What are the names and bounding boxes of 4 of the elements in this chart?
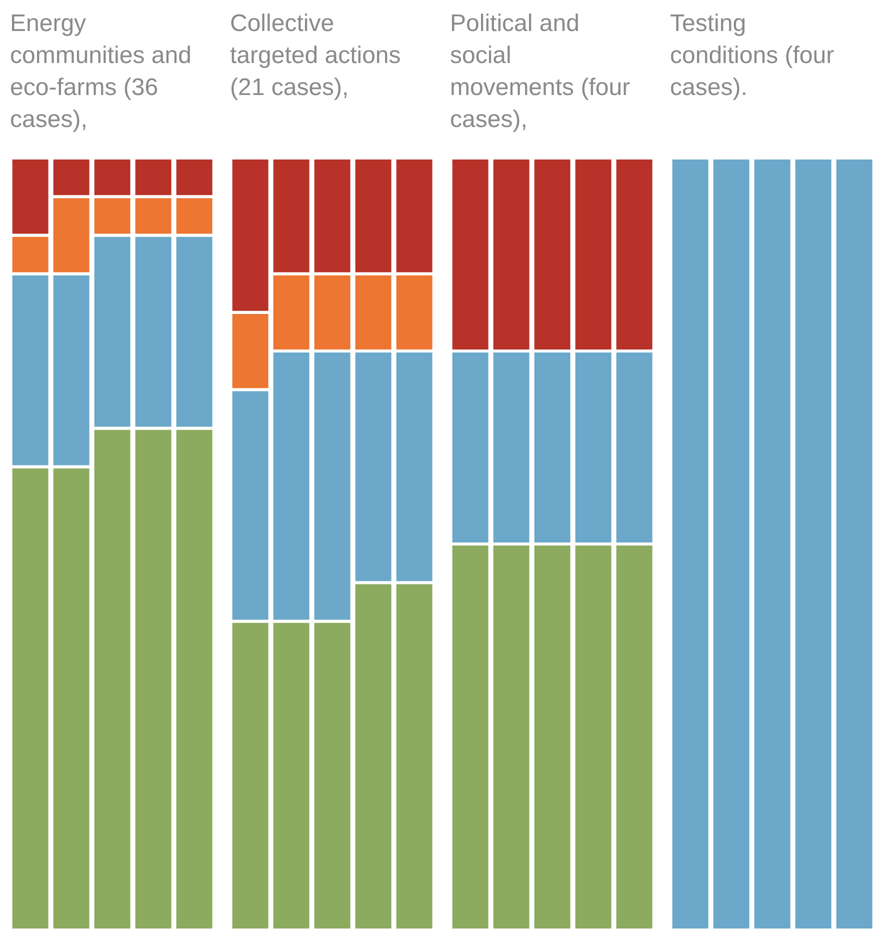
chart-title: Energy communities and eco-farms (36 cases), — [10, 9, 192, 135]
chart-title: Testing conditions (four cases). — [670, 9, 836, 103]
chart-title: Political and social movements (four cases), — [450, 9, 632, 135]
chart-title: Collective targeted actions (21 cases), — [230, 9, 402, 103]
